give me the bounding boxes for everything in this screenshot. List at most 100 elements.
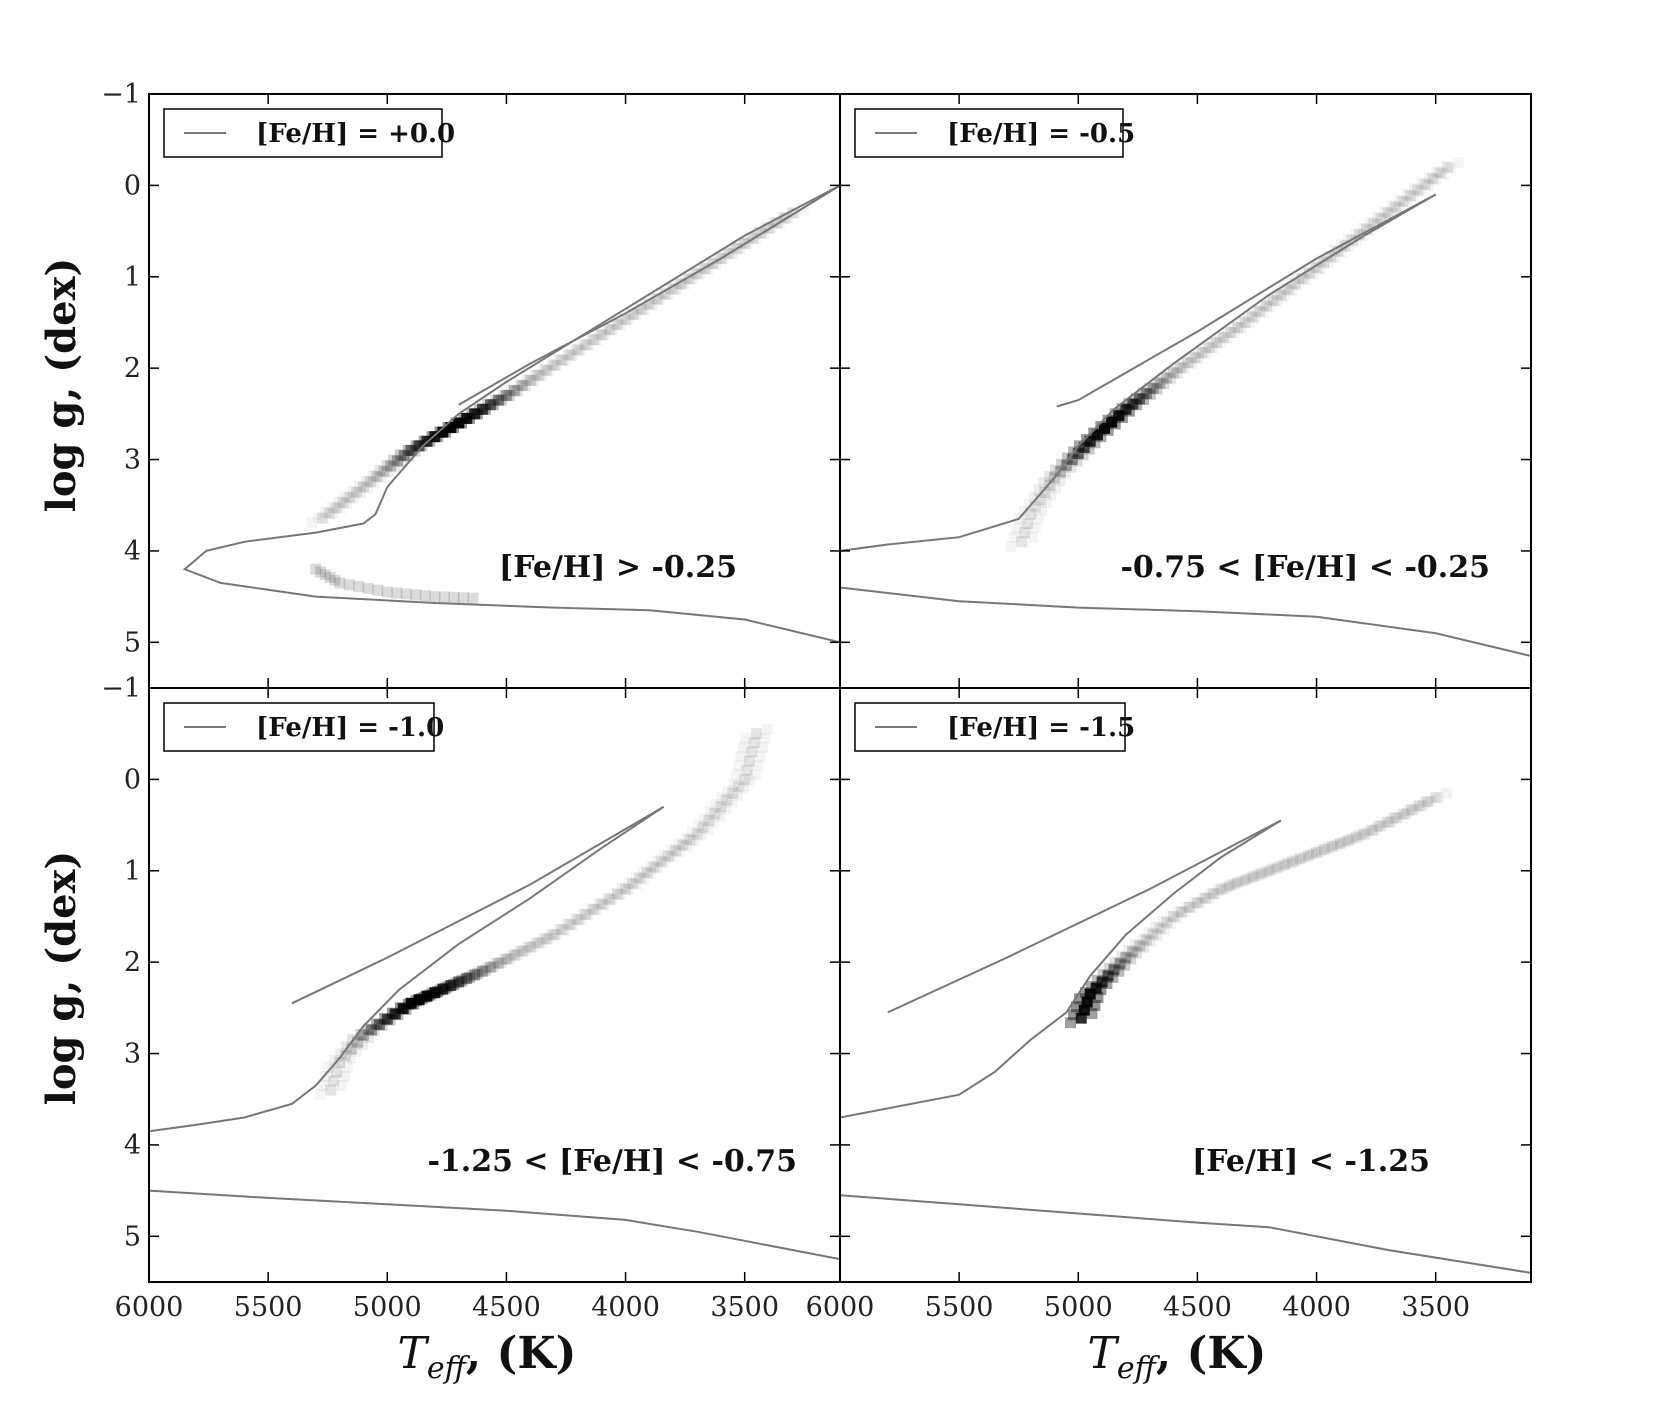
density-cell <box>456 417 468 429</box>
density-cell <box>402 444 414 456</box>
density-cell <box>474 966 486 978</box>
density-cell <box>1314 255 1326 267</box>
panel-3: −1 0 1 2 3 4 5 6000 5500 5000 4500 4000 3500 [Fe/H] =… <box>101 673 841 1323</box>
density-cell <box>1374 820 1386 832</box>
density-cell <box>609 318 621 330</box>
legend-label: [Fe/H] = -0.5 <box>947 119 1135 149</box>
density-cell <box>328 1075 340 1087</box>
density-cell <box>477 965 489 977</box>
density-cell <box>749 233 761 245</box>
density-cell <box>1271 295 1283 307</box>
density-cell <box>1419 796 1431 808</box>
density-cell <box>1158 924 1170 936</box>
density-cell <box>1296 273 1308 285</box>
density-cell <box>382 466 394 478</box>
x-axis-label-sub: eff <box>427 1351 471 1386</box>
density-cell <box>1189 897 1201 909</box>
density-cell <box>374 465 386 477</box>
density-cell <box>1071 455 1083 467</box>
density-cell <box>1150 921 1162 933</box>
density-cell <box>553 354 565 366</box>
density-cell <box>1274 860 1286 872</box>
density-cell <box>545 359 557 371</box>
density-cell <box>1185 357 1197 369</box>
density-cell <box>1197 892 1209 904</box>
density-cell <box>540 364 552 376</box>
density-cell <box>1292 854 1304 866</box>
density-cell <box>721 794 733 806</box>
isochrone-rgb-line <box>840 193 1437 552</box>
density-cell <box>1375 212 1387 224</box>
density-cell <box>492 957 504 969</box>
density-cell <box>1293 279 1305 291</box>
density-cell <box>1282 857 1294 869</box>
density-cell <box>1120 403 1132 415</box>
density-cell <box>350 1045 362 1057</box>
density-cell <box>1181 901 1193 913</box>
density-cell <box>1432 791 1444 803</box>
density-cell <box>1431 166 1443 178</box>
density-cell <box>1116 412 1128 424</box>
density-cell <box>728 778 740 790</box>
density-cell <box>585 333 597 345</box>
density-cell <box>687 835 699 847</box>
density-cell <box>1371 821 1383 833</box>
density-cell <box>1140 388 1152 400</box>
density-cell <box>580 339 592 351</box>
density-cell <box>743 776 755 788</box>
density-cell <box>1161 372 1173 384</box>
density-cell <box>1393 202 1405 214</box>
legend-label: [Fe/H] = -1.5 <box>947 713 1135 743</box>
density-cell <box>1029 522 1041 534</box>
density-cell <box>482 962 494 974</box>
density-cell <box>1268 863 1280 875</box>
density-cell <box>437 426 449 438</box>
density-cell <box>469 969 481 981</box>
density-cell <box>761 723 773 735</box>
density-cell <box>1059 467 1071 479</box>
y-tick-label: 0 <box>124 170 141 201</box>
density-cell <box>514 379 526 391</box>
density-cell <box>389 1008 401 1020</box>
density-cell <box>556 354 568 366</box>
density-cell <box>1173 906 1185 918</box>
density-cell <box>1278 283 1290 295</box>
density-cell <box>385 460 397 472</box>
density-cell <box>419 590 431 602</box>
density-cell <box>1257 299 1269 311</box>
density-cell <box>367 470 379 482</box>
density-cell <box>1236 875 1248 887</box>
density-cell <box>754 751 766 763</box>
density-cell <box>715 801 727 813</box>
density-cell <box>776 211 788 223</box>
density-cell <box>683 273 695 285</box>
density-cell <box>655 856 667 868</box>
density-cell <box>421 990 433 1002</box>
density-cell <box>416 993 428 1005</box>
density-cell <box>413 440 425 452</box>
density-cell <box>485 399 497 411</box>
density-cell <box>402 450 414 462</box>
density-cell <box>344 1052 356 1064</box>
density-cell <box>511 949 523 961</box>
density-cell <box>1065 461 1077 473</box>
density-cell <box>1419 178 1431 190</box>
density-cell <box>1361 827 1373 839</box>
density-cell <box>673 846 685 858</box>
density-cell <box>1147 382 1159 394</box>
density-cell <box>1108 964 1120 976</box>
density-cell <box>1182 357 1194 369</box>
density-cell <box>599 329 611 341</box>
density-cell <box>583 909 595 921</box>
density-cell <box>353 581 365 593</box>
density-cell <box>1371 211 1383 223</box>
density-cell <box>1062 452 1074 464</box>
density-cell <box>1416 177 1428 189</box>
isochrone-hb-line <box>887 819 1282 1014</box>
density-cell <box>612 318 624 330</box>
density-cell <box>1066 454 1078 466</box>
density-cell <box>737 741 749 753</box>
density-cell <box>620 883 632 895</box>
density-cell <box>1168 367 1180 379</box>
density-cell <box>1103 962 1115 974</box>
